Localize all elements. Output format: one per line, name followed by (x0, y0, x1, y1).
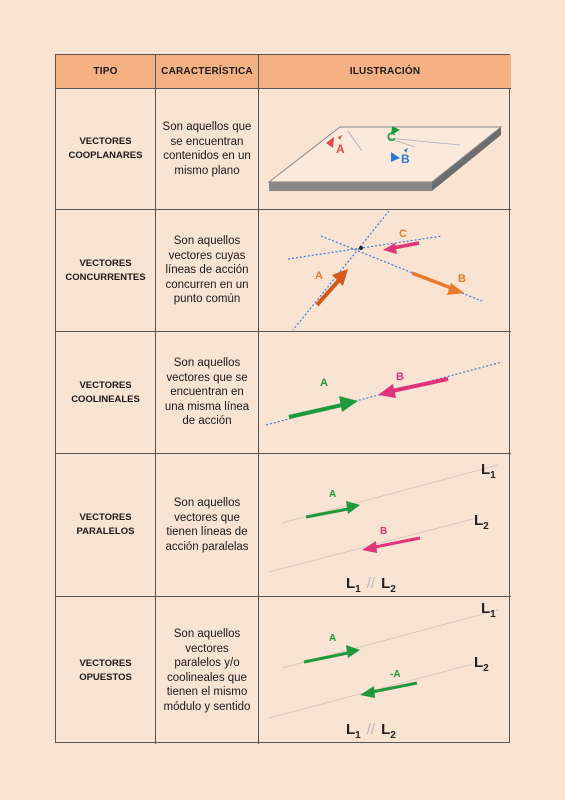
vector-b-shaft (374, 536, 421, 548)
plane-front-edge (269, 181, 432, 191)
vector-c-arrow (391, 125, 400, 135)
tipo-cell: VECTORES COOPLANARES (56, 89, 156, 210)
vector-a-arrow (339, 395, 358, 412)
descripcion-cell: Son aquellos vectores que tienen líneas … (156, 454, 259, 597)
tipo-line1: VECTORES (79, 512, 132, 523)
illustration-paralelos: L1 L2 A B L1//L2 (259, 454, 511, 597)
tipo-line2: OPUESTOS (79, 671, 132, 683)
vector-b-shaft (411, 270, 455, 291)
descripcion-cell: Son aquellos que se encuentran contenido… (156, 89, 259, 210)
vector-a-arrow (346, 645, 360, 658)
header-ilustracion-text: ILUSTRACIÓN (349, 66, 421, 77)
l1-parallel-l2: L1//L2 (346, 575, 396, 595)
tipo-line2: COOPLANARES (68, 150, 143, 161)
vector-a-shaft (303, 651, 349, 664)
tipo-line1: VECTORES (79, 257, 132, 269)
tipo-cell: VECTORES OPUESTOS (56, 597, 156, 744)
vector-a-shaft (315, 277, 342, 306)
vector-a-label: A (336, 142, 345, 156)
vector-a-arrow (332, 268, 348, 286)
tipo-line2: PARALELOS (76, 526, 135, 537)
header-tipo: TIPO (56, 55, 156, 89)
arrow-mark-b (404, 147, 408, 153)
l2-label: L2 (474, 654, 489, 674)
vector-a-shaft (288, 402, 343, 419)
tipo-line2: COOLINEALES (71, 393, 140, 405)
guide-line (347, 130, 363, 151)
tipo-line1: VECTORES (79, 657, 132, 669)
vector-b-label: B (401, 152, 410, 166)
vector-b-label: B (458, 273, 466, 285)
vector-types-table: TIPO CARACTERÍSTICA ILUSTRACIÓN VECTORES… (55, 54, 511, 744)
vector-c-label: C (387, 130, 396, 144)
vector-b-shaft (391, 376, 449, 393)
concurrent-diagram: A C B (287, 210, 483, 330)
tipo-cell: VECTORES PARALELOS (56, 454, 156, 597)
vector-neg-a-arrow (360, 686, 375, 698)
vector-c-arrow (383, 242, 397, 254)
descripcion-cell: Son aquellos vectores cuyas líneas de ac… (156, 210, 259, 332)
descripcion-text: Son aquellos vectores cuyas líneas de ac… (165, 235, 249, 306)
header-tipo-text: TIPO (93, 66, 118, 77)
vector-a-label: A (329, 633, 336, 644)
vector-a-shaft (305, 507, 349, 518)
vector-a-arrow (346, 500, 360, 514)
descripcion-cell: Son aquellos vectores que se encuentran … (156, 332, 259, 454)
vector-c-shaft (392, 240, 420, 250)
collinear-diagram: A B (265, 360, 503, 426)
descripcion-text: Son aquellos que se encuentran contenido… (162, 121, 252, 177)
tipo-line1: VECTORES (79, 379, 132, 391)
l1-label: L1 (481, 461, 496, 481)
vector-b-arrow (362, 540, 377, 553)
plane-side-edge (432, 126, 501, 191)
tipo-line2: CONCURRENTES (65, 271, 146, 283)
vector-b-label: B (396, 371, 404, 383)
illustration-coplanares: A C B (259, 89, 511, 210)
guide-line (387, 137, 461, 145)
tipo-cell: VECTORES COOLINEALES (56, 332, 156, 454)
vector-b-arrow (378, 383, 396, 398)
header-ilustracion: ILUSTRACIÓN (259, 55, 511, 89)
vector-a-label: A (329, 489, 336, 500)
descripcion-cell: Son aquellos vectores paralelos y/o cool… (156, 597, 259, 744)
vector-neg-a-shaft (371, 681, 418, 694)
illustration-concurrentes: A C B (259, 210, 511, 332)
concurrency-point (359, 245, 363, 250)
coplanar-diagram: A C B (267, 125, 503, 191)
illustration-coolineales: A B (259, 332, 511, 454)
l2-label: L2 (474, 512, 489, 532)
plane-top (267, 126, 503, 182)
descripcion-text: Son aquellos vectores que se encuentran … (164, 357, 250, 428)
vector-c-label: C (399, 228, 407, 240)
vector-a-label: A (315, 270, 323, 282)
header-caracteristica-text: CARACTERÍSTICA (161, 66, 253, 77)
illustration-opuestos: L1 L2 A -A L1//L2 (259, 597, 511, 744)
parallel-diagram: L1 L2 A B L1//L2 (268, 461, 499, 595)
tipo-cell: VECTORES CONCURRENTES (56, 210, 156, 332)
action-line-a (292, 210, 390, 330)
guide-line (387, 137, 416, 147)
descripcion-text: Son aquellos vectores que tienen líneas … (165, 497, 249, 553)
tipo-line1: VECTORES (79, 136, 132, 147)
arrow-mark-a (338, 134, 342, 140)
header-caracteristica: CARACTERÍSTICA (156, 55, 259, 89)
vector-b-label: B (380, 526, 387, 537)
opposite-diagram: L1 L2 A -A L1//L2 (268, 600, 499, 741)
vector-neg-a-label: -A (390, 669, 401, 680)
vector-a-label: A (320, 377, 328, 389)
vector-b-arrow (391, 151, 400, 162)
l1-parallel-l2: L1//L2 (346, 721, 396, 741)
vector-b-arrow (447, 282, 464, 295)
vector-a-arrow (326, 136, 334, 148)
descripcion-text: Son aquellos vectores paralelos y/o cool… (163, 628, 251, 713)
action-line-c (287, 234, 443, 260)
l1-label: L1 (481, 600, 496, 620)
